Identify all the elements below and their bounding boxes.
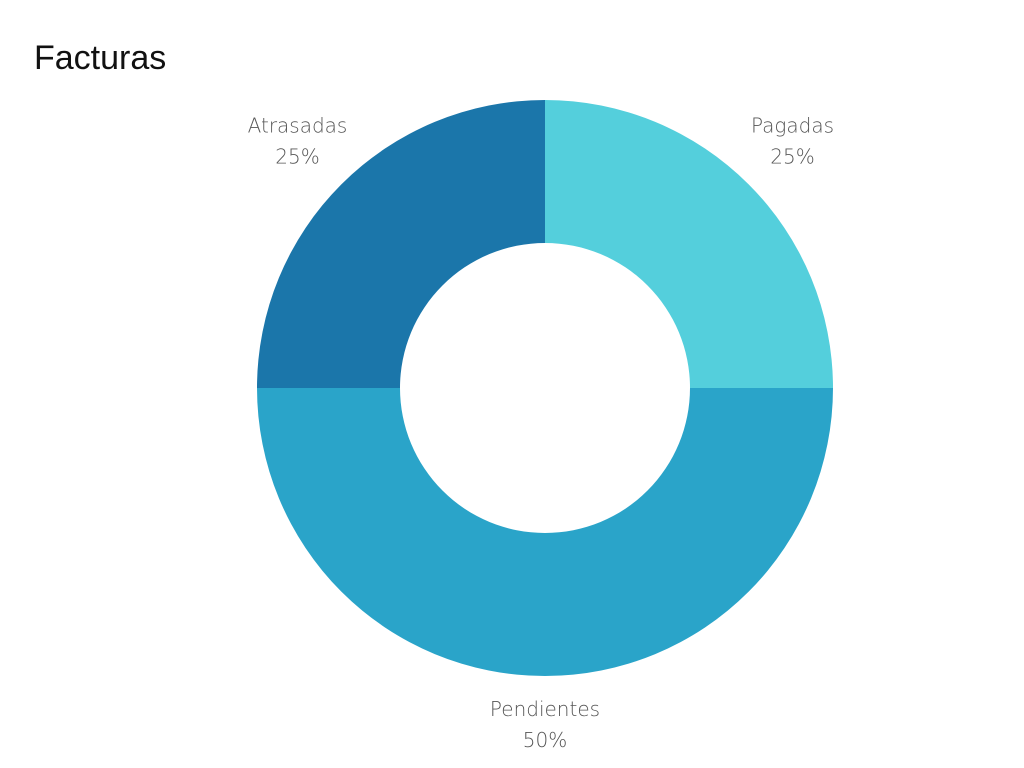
chart-title: Facturas: [34, 39, 166, 77]
slice-labels: Pagadas 25% Pendientes 50% Atrasadas 25%: [248, 114, 834, 752]
slice-pagadas: [545, 100, 833, 388]
slice-value-atrasadas: 25%: [275, 145, 319, 169]
slice-pendientes: [257, 388, 833, 676]
slice-label-pagadas: Pagadas: [751, 114, 834, 138]
slice-value-pendientes: 50%: [523, 728, 567, 752]
slice-atrasadas: [257, 100, 545, 388]
donut-slices: [257, 100, 833, 676]
slice-label-pendientes: Pendientes: [490, 697, 600, 721]
slice-value-pagadas: 25%: [770, 145, 814, 169]
slice-label-atrasadas: Atrasadas: [248, 114, 348, 138]
